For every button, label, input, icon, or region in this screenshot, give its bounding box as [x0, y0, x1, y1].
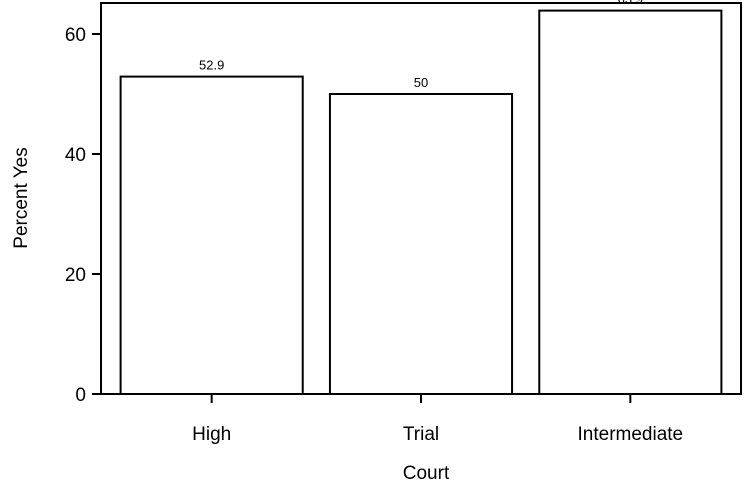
- x-tick-label-high: High: [192, 424, 231, 445]
- y-axis-title: Percent Yes: [11, 147, 32, 248]
- data-label-trial: 50: [414, 75, 428, 90]
- x-tick-label-intermediate: Intermediate: [578, 424, 684, 445]
- y-tick-label-40: 40: [65, 145, 86, 166]
- y-axis: 0 20 40 60: [65, 25, 101, 406]
- bar-high: [119, 75, 304, 395]
- y-tick-label-60: 60: [65, 25, 86, 46]
- y-tick-label-20: 20: [65, 265, 86, 286]
- x-tick-label-trial: Trial: [403, 424, 439, 445]
- x-axis: High Trial Intermediate: [192, 394, 683, 445]
- bar-intermediate: [538, 9, 723, 395]
- data-label-high: 52.9: [199, 58, 224, 73]
- data-label-intermediate: 63.9: [618, 0, 643, 7]
- bars: 52.9 50 63.9: [119, 0, 723, 395]
- x-axis-title: Court: [403, 463, 450, 484]
- y-tick-label-0: 0: [75, 385, 86, 406]
- bar-trial: [328, 93, 514, 395]
